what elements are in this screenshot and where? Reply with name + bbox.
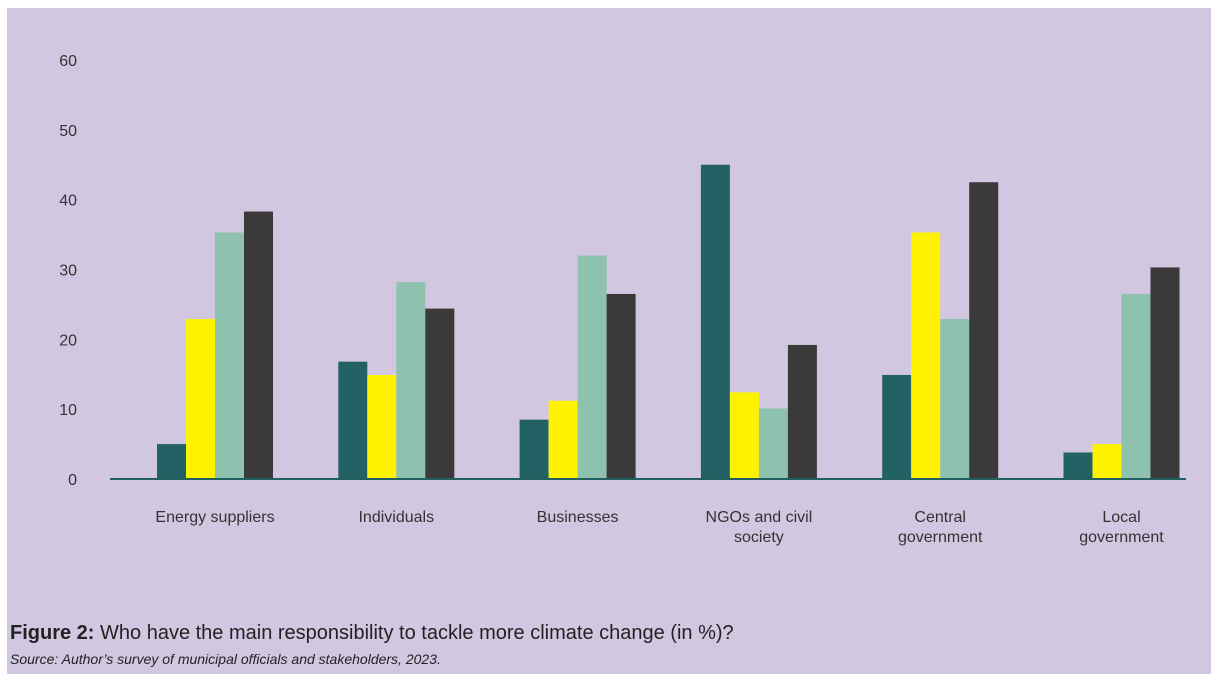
bar [244, 211, 273, 479]
bar [425, 308, 455, 479]
bar [787, 344, 817, 479]
category-label: Individuals [358, 509, 434, 526]
bar [1092, 444, 1122, 479]
bar [700, 164, 730, 479]
bar [1063, 452, 1093, 479]
figure-source: Source: Author’s survey of municipal off… [10, 651, 441, 667]
y-tick-label: 20 [59, 332, 77, 349]
bar [1121, 293, 1151, 479]
bar [969, 182, 999, 480]
figure-caption: Figure 2: Who have the main responsibili… [10, 622, 734, 645]
category-label: Energy suppliers [155, 509, 274, 526]
category-label: NGOs and civil society [706, 509, 813, 546]
y-tick-label: 10 [59, 402, 77, 419]
bar [606, 293, 636, 479]
bar [758, 408, 788, 479]
category-label: Central government [898, 509, 983, 546]
y-tick-label: 40 [59, 193, 77, 210]
bar-chart: 0 10 20 30 40 50 60 Energy suppliers Individuals… [59, 53, 1186, 546]
figure-number: Figure 2: [10, 622, 95, 644]
bar [882, 374, 912, 479]
bar [519, 419, 549, 479]
bar [186, 319, 215, 479]
bar [215, 232, 244, 479]
bar [729, 392, 759, 479]
bar [338, 361, 368, 479]
bar [396, 282, 426, 479]
y-tick-label: 50 [59, 123, 77, 140]
y-tick-label: 0 [68, 472, 77, 489]
figure-title: Who have the main responsibility to tack… [100, 622, 734, 644]
bar [940, 319, 970, 479]
bar [548, 400, 578, 479]
bar [367, 374, 397, 479]
bar [1150, 267, 1180, 479]
bar [157, 444, 186, 479]
bar [577, 255, 607, 479]
y-tick-label: 30 [59, 263, 77, 280]
category-label: Local government [1079, 509, 1164, 546]
y-tick-label: 60 [59, 53, 77, 70]
figure-panel: 0 10 20 30 40 50 60 Energy suppliers Individuals… [7, 8, 1211, 674]
category-label: Businesses [537, 509, 619, 526]
bar [911, 232, 941, 479]
